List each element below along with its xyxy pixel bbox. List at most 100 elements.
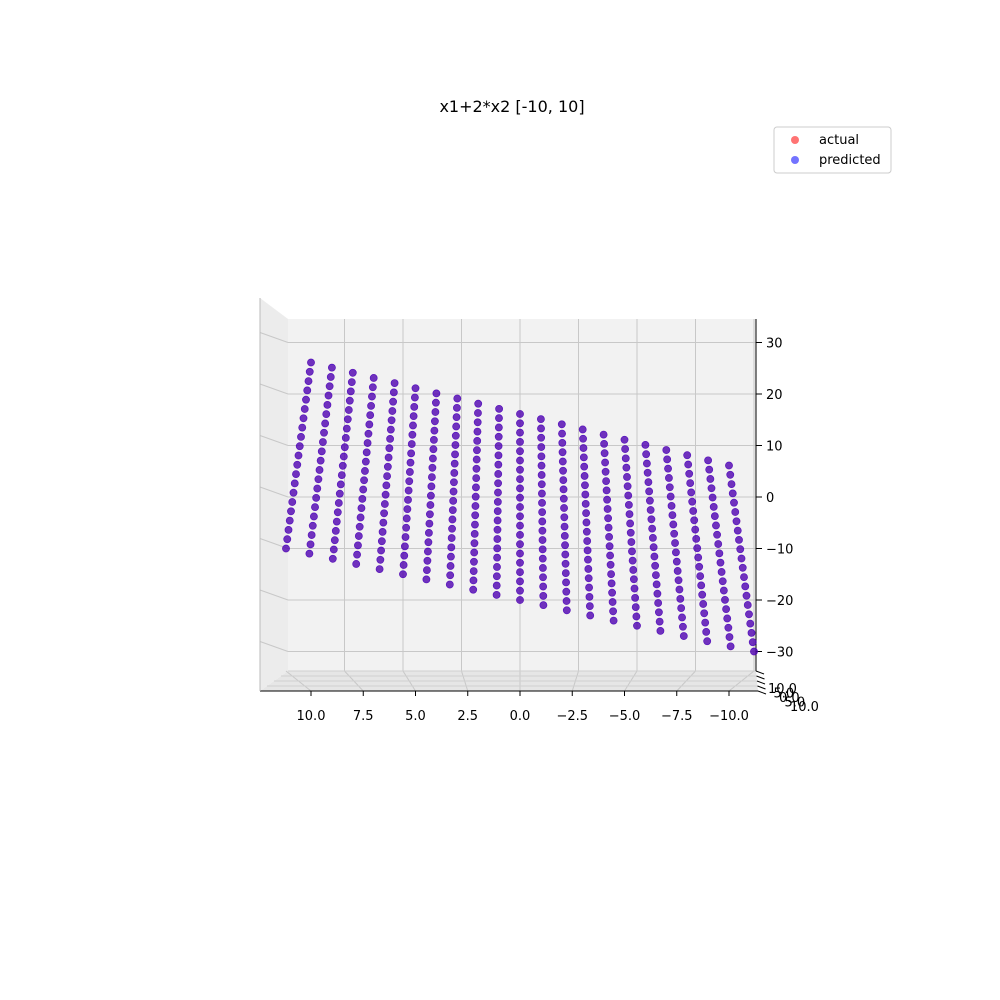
point-predicted (600, 449, 609, 458)
point-predicted (323, 400, 332, 409)
point-predicted (582, 509, 590, 518)
y-tick-mark (757, 685, 766, 690)
point-predicted (409, 412, 418, 421)
point-predicted (495, 414, 503, 423)
point-predicted (472, 455, 481, 464)
point-predicted (578, 425, 587, 434)
point-predicted (402, 514, 411, 523)
legend-label-predicted: predicted (819, 153, 881, 168)
point-predicted (562, 606, 571, 615)
z-tick-label: −20 (766, 594, 793, 609)
point-predicted (493, 507, 502, 516)
point-predicted (353, 550, 361, 559)
point-predicted (382, 481, 391, 490)
point-predicted (377, 546, 385, 555)
point-predicted (748, 638, 757, 647)
point-predicted (516, 475, 524, 483)
point-predicted (364, 429, 373, 438)
point-predicted (318, 438, 327, 446)
point-predicted (450, 469, 459, 477)
point-predicted (705, 465, 714, 474)
point-predicted (363, 439, 372, 447)
point-predicted (302, 395, 310, 404)
point-predicted (538, 489, 546, 498)
point-predicted (425, 519, 434, 528)
point-predicted (656, 627, 665, 635)
point-predicted (375, 565, 384, 573)
point-predicted (699, 600, 708, 608)
point-predicted (342, 424, 351, 433)
point-predicted (539, 601, 548, 610)
point-predicted (679, 632, 688, 640)
point-predicted (516, 596, 524, 604)
point-predicted (448, 506, 457, 515)
point-predicted (633, 621, 641, 630)
point-predicted (671, 539, 679, 547)
point-predicted (451, 431, 460, 440)
point-predicted (494, 423, 503, 432)
point-predicted (601, 467, 610, 476)
point-predicted (426, 501, 435, 509)
point-predicted (453, 394, 462, 403)
point-predicted (561, 559, 570, 568)
point-predicted (344, 406, 353, 414)
point-predicted (383, 472, 391, 480)
point-predicted (560, 513, 569, 522)
point-predicted (299, 414, 308, 423)
point-predicted (362, 448, 371, 457)
point-predicted (683, 451, 692, 460)
point-predicted (431, 398, 440, 407)
point-predicted (430, 426, 439, 435)
point-predicted (604, 523, 613, 532)
point-predicted (708, 493, 717, 502)
point-predicted (325, 382, 334, 391)
point-predicted (678, 613, 686, 622)
point-predicted (516, 577, 524, 586)
point-predicted (516, 503, 524, 511)
point-predicted (404, 486, 413, 495)
point-predicted (401, 533, 410, 541)
point-predicted (472, 483, 480, 492)
point-predicted (560, 532, 569, 540)
point-predicted (429, 445, 438, 454)
z-tick-label: 10 (766, 440, 783, 455)
point-predicted (579, 444, 588, 452)
point-predicted (423, 547, 432, 556)
point-predicted (411, 384, 420, 393)
point-predicted (493, 497, 502, 506)
point-predicted (405, 477, 414, 486)
point-predicted (685, 469, 694, 478)
point-predicted (343, 415, 352, 424)
axes-3d: 10.0 7.5 5.0 2.5 0.0 −2.5 −5.0 −7.5 −10.0 30 20 10… (259, 298, 819, 724)
point-predicted (676, 594, 685, 603)
point-predicted (583, 537, 592, 545)
point-predicted (584, 555, 592, 564)
point-predicted (559, 476, 568, 484)
point-predicted (380, 509, 388, 518)
point-predicted (450, 478, 458, 487)
point-predicted (714, 540, 723, 548)
point-predicted (606, 560, 615, 569)
point-predicted (402, 523, 411, 532)
point-predicted (630, 584, 639, 593)
point-predicted (537, 461, 546, 470)
point-predicted (702, 628, 711, 636)
point-predicted (602, 477, 610, 485)
y-tick-mark (757, 690, 767, 695)
point-predicted (470, 530, 479, 538)
point-predicted (645, 487, 654, 496)
point-predicted (285, 516, 294, 525)
point-predicted (579, 434, 587, 443)
point-predicted (697, 581, 706, 590)
point-predicted (284, 526, 293, 534)
point-predicted (653, 589, 662, 598)
point-predicted (356, 513, 365, 522)
point-predicted (453, 403, 461, 412)
point-predicted (295, 442, 304, 451)
point-predicted (354, 541, 362, 550)
point-predicted (305, 367, 314, 376)
point-predicted (726, 470, 735, 479)
point-predicted (579, 453, 588, 462)
point-predicted (537, 443, 546, 451)
point-predicted (724, 623, 733, 632)
